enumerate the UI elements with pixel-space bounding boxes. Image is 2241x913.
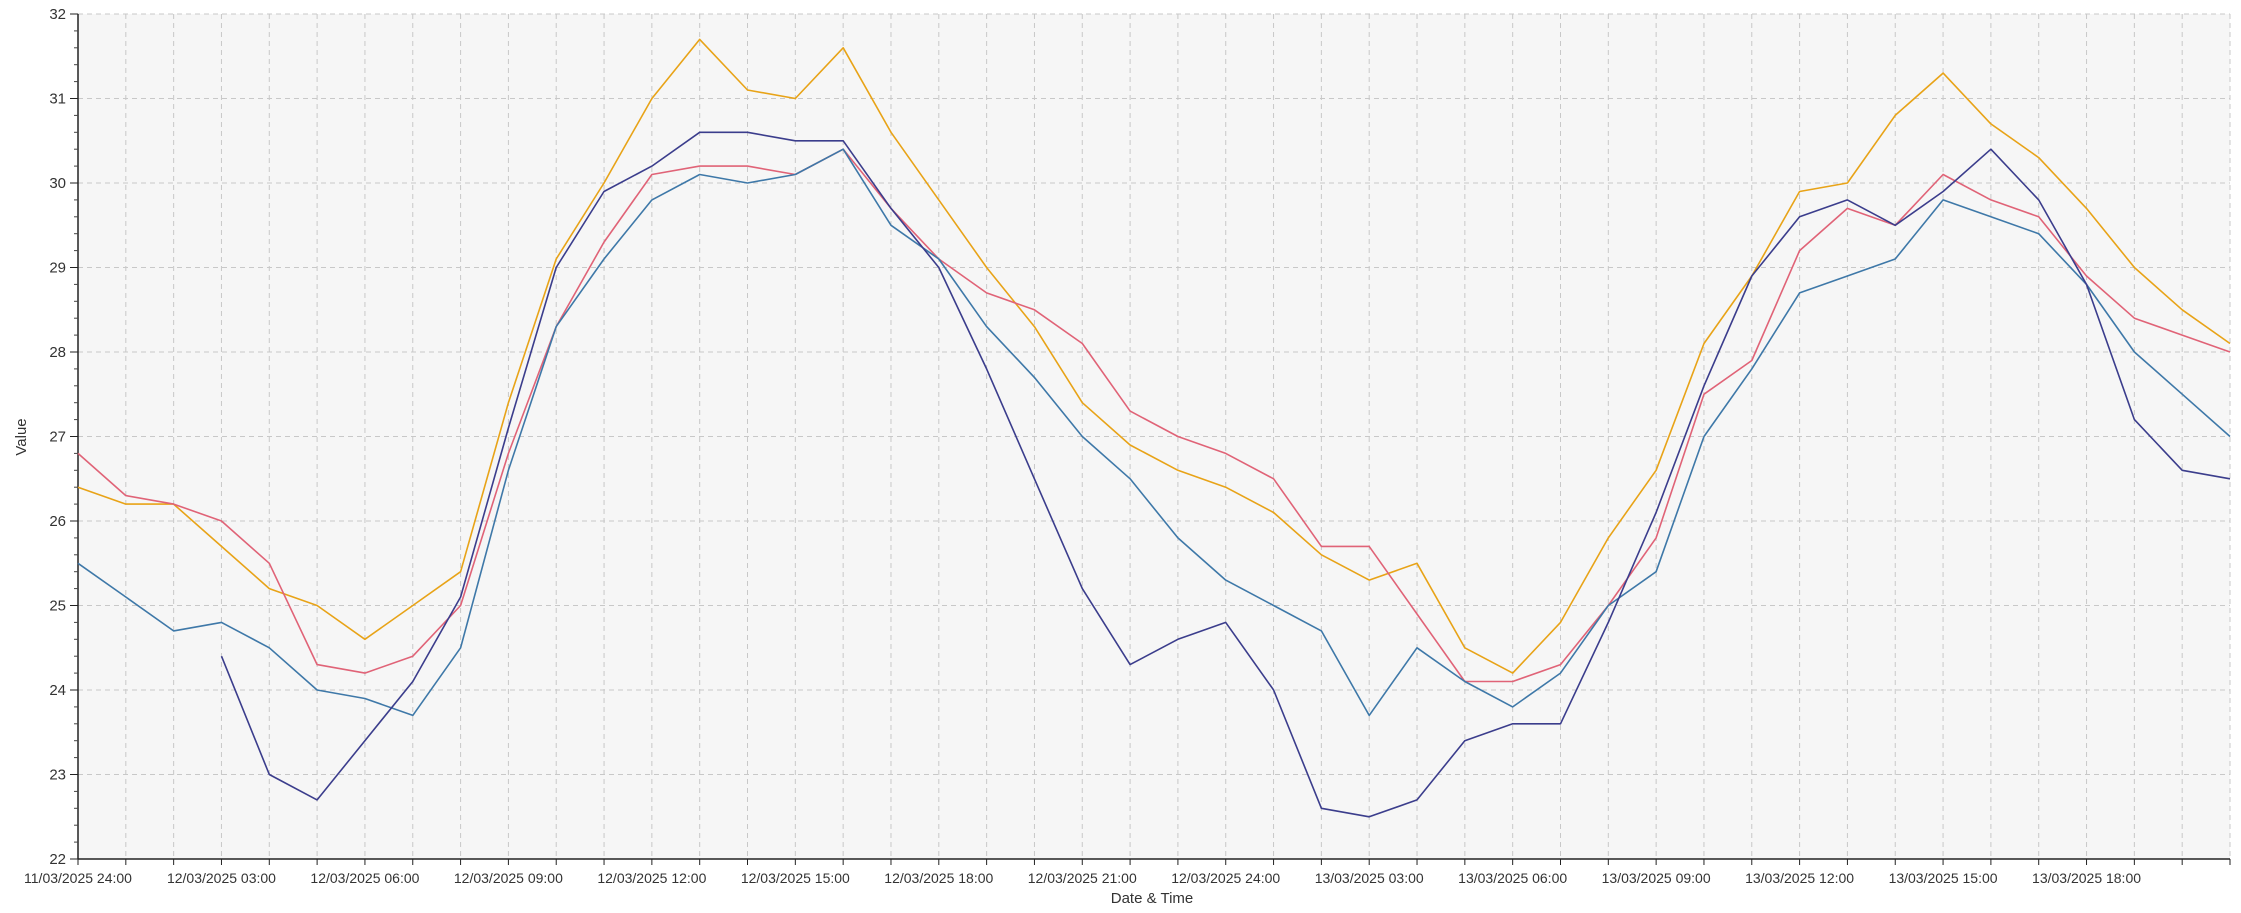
series-line-1 xyxy=(77,38,2231,674)
x-tick-label: 12/03/2025 21:00 xyxy=(1028,870,1137,886)
grid-lines xyxy=(77,13,2231,860)
x-tick-label: 13/03/2025 12:00 xyxy=(1745,870,1854,886)
x-tick-label: 12/03/2025 15:00 xyxy=(741,870,850,886)
x-tick-label: 12/03/2025 09:00 xyxy=(454,870,563,886)
x-tick-label: 12/03/2025 12:00 xyxy=(597,870,706,886)
x-tick-label: 12/03/2025 24:00 xyxy=(1171,870,1280,886)
x-tick-label: 13/03/2025 06:00 xyxy=(1458,870,1567,886)
y-tick-label: 26 xyxy=(49,513,66,530)
y-tick-label: 27 xyxy=(49,429,66,446)
y-tick-label: 29 xyxy=(49,260,66,277)
y-tick-label: 32 xyxy=(49,6,66,23)
series-lines xyxy=(77,38,2231,818)
x-tick-label: 12/03/2025 03:00 xyxy=(167,870,276,886)
x-axis-label: Date & Time xyxy=(1111,890,1194,907)
y-tick-label: 31 xyxy=(49,91,66,108)
x-tick-label: 13/03/2025 15:00 xyxy=(1889,870,1998,886)
axes: 22 23 24 25 26 27 28 29 30 31 32 11/03/2025 24:00 12… xyxy=(24,6,2231,886)
x-tick-label: 12/03/2025 06:00 xyxy=(310,870,419,886)
y-tick-label: 28 xyxy=(49,344,66,361)
y-axis-label: Value xyxy=(13,418,30,455)
x-tick-label: 13/03/2025 18:00 xyxy=(2032,870,2141,886)
y-tick-label: 25 xyxy=(49,598,66,615)
series-line-2 xyxy=(77,148,2231,683)
y-tick-label: 23 xyxy=(49,767,66,784)
series-line-3 xyxy=(77,148,2231,717)
x-tick-label: 11/03/2025 24:00 xyxy=(24,870,132,886)
x-tick-label: 13/03/2025 09:00 xyxy=(1602,870,1711,886)
y-tick-label: 30 xyxy=(49,175,66,192)
x-tick-label: 12/03/2025 18:00 xyxy=(884,870,993,886)
series-line-4 xyxy=(220,131,2231,818)
x-tick-label: 13/03/2025 03:00 xyxy=(1315,870,1424,886)
y-tick-label: 24 xyxy=(49,682,66,699)
y-tick-label: 22 xyxy=(49,851,66,868)
